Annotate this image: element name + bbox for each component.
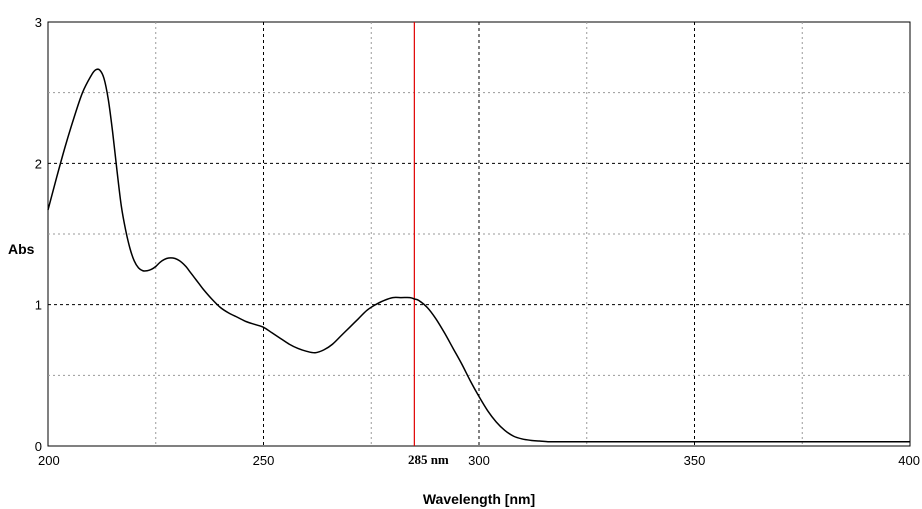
series-line: [47, 68, 910, 443]
y-tick-label: 2: [35, 156, 42, 171]
x-axis-label: Wavelength [nm]: [423, 491, 535, 507]
tick-labels: 200 250 300 350 400 0 1 2 3: [35, 15, 920, 468]
x-tick-label: 300: [468, 453, 490, 468]
grid-lines: [48, 22, 910, 446]
x-tick-label: 250: [253, 453, 275, 468]
y-axis-label: Abs: [8, 241, 35, 257]
annotation-label: 285 nm: [408, 452, 449, 467]
x-tick-label: 400: [898, 453, 920, 468]
x-tick-label: 200: [38, 453, 60, 468]
y-tick-label: 3: [35, 15, 42, 30]
y-tick-label: 0: [35, 439, 42, 454]
x-tick-label: 350: [684, 453, 706, 468]
y-tick-label: 1: [35, 298, 42, 313]
